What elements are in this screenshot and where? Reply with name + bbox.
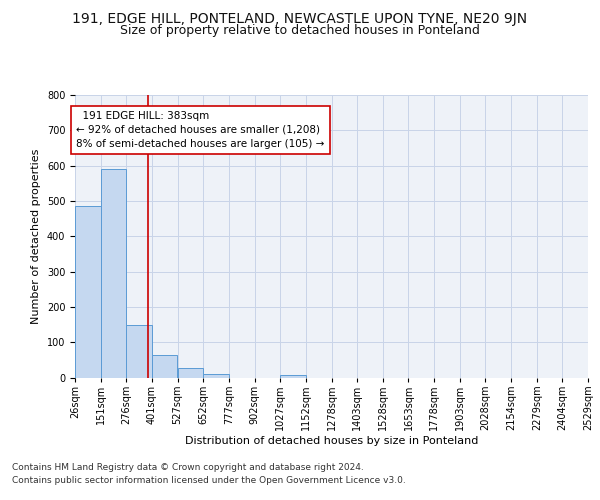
Text: Contains HM Land Registry data © Crown copyright and database right 2024.: Contains HM Land Registry data © Crown c…	[12, 464, 364, 472]
Bar	[101, 169, 126, 378]
Text: Size of property relative to detached houses in Ponteland: Size of property relative to detached ho…	[120, 24, 480, 37]
Y-axis label: Number of detached properties: Number of detached properties	[31, 148, 41, 324]
Bar	[126, 324, 152, 378]
Bar	[178, 368, 203, 378]
Bar	[75, 206, 101, 378]
Bar	[152, 356, 178, 378]
Text: 191 EDGE HILL: 383sqm
← 92% of detached houses are smaller (1,208)
8% of semi-de: 191 EDGE HILL: 383sqm ← 92% of detached …	[76, 111, 325, 149]
Bar	[280, 374, 306, 378]
Text: 191, EDGE HILL, PONTELAND, NEWCASTLE UPON TYNE, NE20 9JN: 191, EDGE HILL, PONTELAND, NEWCASTLE UPO…	[73, 12, 527, 26]
X-axis label: Distribution of detached houses by size in Ponteland: Distribution of detached houses by size …	[185, 436, 478, 446]
Text: Contains public sector information licensed under the Open Government Licence v3: Contains public sector information licen…	[12, 476, 406, 485]
Bar	[203, 374, 229, 378]
